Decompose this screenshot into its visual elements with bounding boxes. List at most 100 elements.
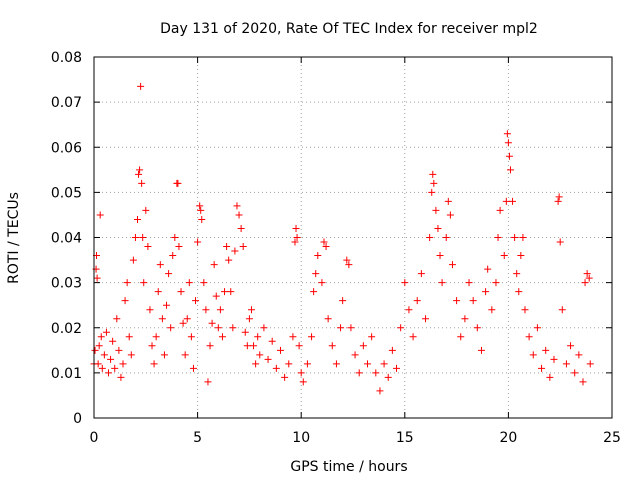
data-point [517, 252, 525, 260]
data-point [339, 297, 347, 305]
data-point [210, 261, 218, 269]
data-point [194, 238, 202, 246]
data-point [438, 279, 446, 287]
data-point [291, 238, 299, 246]
data-point [227, 288, 235, 296]
data-point [581, 279, 589, 287]
data-point [297, 369, 305, 377]
data-point [223, 243, 231, 251]
x-tick-label: 15 [396, 430, 414, 446]
data-point [231, 247, 239, 255]
x-tick-label: 20 [499, 430, 517, 446]
data-point [555, 193, 563, 201]
data-point [303, 360, 311, 368]
data-point [91, 346, 99, 354]
x-tick-label: 25 [603, 430, 621, 446]
data-point [473, 324, 481, 332]
data-point [206, 342, 214, 350]
y-tick-label: 0.05 [51, 185, 82, 201]
data-point [461, 315, 469, 323]
data-point [96, 211, 104, 219]
grid-lines [94, 57, 612, 418]
data-point [121, 297, 129, 305]
data-point [156, 261, 164, 269]
data-point [546, 373, 554, 381]
data-point [94, 360, 102, 368]
data-point [422, 315, 430, 323]
data-point [179, 319, 187, 327]
data-point [364, 360, 372, 368]
data-point [218, 333, 226, 341]
data-point [384, 373, 392, 381]
data-point [129, 256, 137, 264]
data-point [139, 234, 147, 241]
data-point [503, 130, 511, 138]
data-point [260, 324, 268, 332]
data-point [192, 297, 200, 305]
y-tick-label: 0.04 [51, 231, 82, 247]
y-axis-label: ROTI / TECUs [6, 192, 22, 284]
data-point [496, 206, 504, 214]
data-point [189, 364, 197, 372]
data-point [105, 369, 113, 377]
data-point [216, 306, 224, 314]
data-point [521, 306, 529, 314]
data-point [163, 301, 171, 309]
chart-title: Day 131 of 2020, Rate Of TEC Index for r… [160, 21, 538, 37]
data-point [252, 360, 260, 368]
data-point [504, 139, 512, 147]
data-point [332, 360, 340, 368]
data-point [542, 346, 550, 354]
data-point [436, 252, 444, 260]
data-point [585, 274, 593, 282]
data-point [310, 288, 318, 296]
data-point [434, 224, 442, 232]
data-point [181, 351, 189, 359]
data-point [146, 306, 154, 314]
data-point [111, 364, 119, 372]
data-point [175, 243, 183, 251]
data-point [256, 351, 264, 359]
data-point [567, 342, 575, 350]
data-point [575, 351, 583, 359]
data-point [453, 297, 461, 305]
data-point [413, 297, 421, 305]
data-point [401, 279, 409, 287]
data-point [160, 351, 168, 359]
data-point [515, 288, 523, 296]
data-point [152, 333, 160, 341]
data-point [465, 279, 473, 287]
y-tick-labels: 0 0.01 0.02 0.03 0.04 0.05 0.06 0.07 0.08 [51, 50, 82, 427]
x-tick-label: 0 [90, 430, 99, 446]
data-point [529, 351, 537, 359]
x-tick-label: 5 [193, 430, 202, 446]
data-point [426, 234, 434, 241]
axis-ticks [93, 56, 613, 419]
data-point [299, 378, 307, 386]
x-tick-label: 10 [292, 430, 310, 446]
data-point [225, 256, 233, 264]
data-point [229, 324, 237, 332]
data-point [165, 270, 173, 278]
data-point [295, 342, 303, 350]
data-point [511, 234, 519, 241]
data-point [183, 315, 191, 323]
data-point [171, 234, 179, 241]
data-point [127, 351, 135, 359]
data-point [505, 152, 513, 160]
data-point [285, 360, 293, 368]
data-point [446, 211, 454, 219]
data-point [506, 166, 514, 174]
data-point [442, 234, 450, 241]
data-point [204, 378, 212, 386]
data-point [135, 170, 143, 178]
data-point [115, 346, 123, 354]
y-tick-label: 0.06 [51, 140, 82, 156]
data-point [150, 360, 158, 368]
y-tick-label: 0.07 [51, 95, 82, 111]
data-point [169, 252, 177, 260]
data-point [322, 243, 330, 251]
data-point [457, 333, 465, 341]
y-tick-label: 0.01 [51, 366, 82, 382]
data-point [372, 369, 380, 377]
